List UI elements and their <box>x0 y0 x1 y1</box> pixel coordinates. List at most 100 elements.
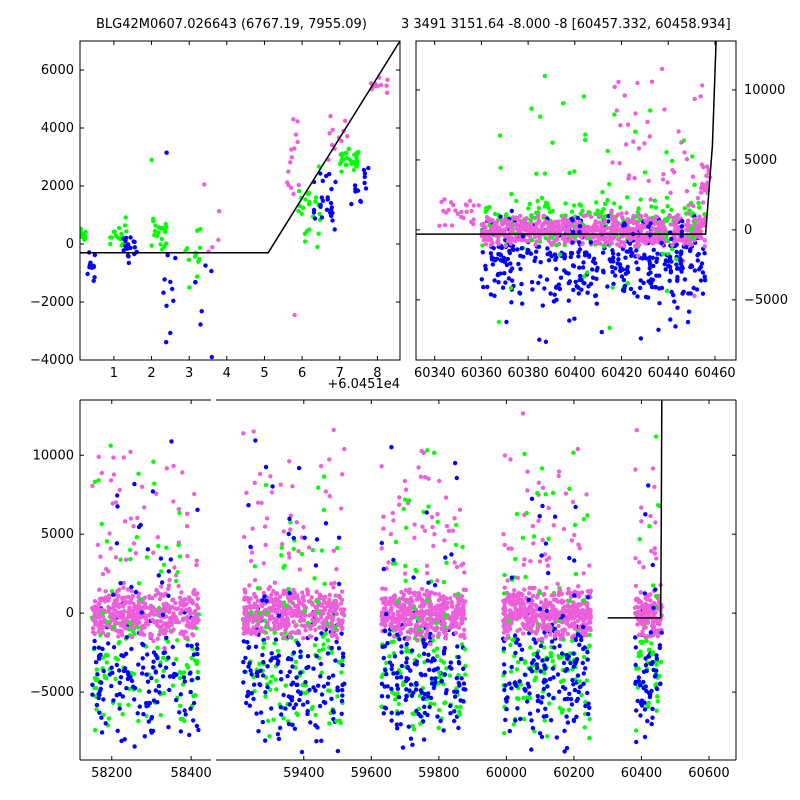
data-point <box>581 654 587 660</box>
data-point <box>261 645 266 650</box>
data-point <box>459 676 464 681</box>
data-point <box>531 652 536 657</box>
data-point <box>549 639 555 644</box>
data-point <box>572 522 578 528</box>
data-point <box>480 243 485 248</box>
data-point <box>514 216 520 221</box>
data-point <box>275 648 281 654</box>
data-point <box>416 465 421 470</box>
data-point <box>581 571 586 576</box>
data-point <box>570 677 575 683</box>
data-point <box>337 718 342 723</box>
data-point <box>537 590 543 596</box>
data-point <box>149 714 155 720</box>
data-point <box>250 604 256 609</box>
data-point <box>487 205 492 210</box>
data-point <box>269 651 274 656</box>
data-point <box>334 718 339 724</box>
data-point <box>251 429 256 434</box>
data-point <box>134 620 139 625</box>
data-point <box>195 605 201 611</box>
data-point <box>459 642 465 647</box>
data-point <box>185 618 190 624</box>
data-point <box>601 270 606 275</box>
data-point <box>271 717 276 722</box>
data-point <box>124 686 129 691</box>
data-point <box>264 610 269 615</box>
data-point <box>385 641 390 646</box>
data-point <box>564 745 570 751</box>
data-point <box>567 555 572 561</box>
data-point <box>565 720 571 725</box>
data-point <box>379 674 384 680</box>
data-point <box>268 474 273 479</box>
data-point <box>138 597 144 602</box>
data-point <box>301 594 306 599</box>
data-point <box>329 186 334 192</box>
data-point <box>330 631 335 636</box>
data-point <box>402 478 408 484</box>
data-point <box>502 687 507 693</box>
data-point <box>246 664 251 669</box>
data-point <box>166 593 171 598</box>
data-point <box>103 633 109 638</box>
data-point <box>341 654 346 660</box>
data-point <box>502 670 507 675</box>
data-point <box>263 464 269 470</box>
data-point <box>610 248 615 253</box>
data-point <box>381 566 386 572</box>
data-point <box>103 721 108 726</box>
data-point <box>690 174 696 179</box>
data-point <box>616 257 621 262</box>
data-point <box>520 411 526 416</box>
data-point <box>279 631 284 637</box>
data-point <box>576 254 581 259</box>
data-point <box>113 655 118 661</box>
data-point <box>632 176 637 181</box>
data-point <box>80 226 84 232</box>
data-point <box>571 605 576 610</box>
data-point <box>327 721 332 726</box>
data-point <box>700 291 706 296</box>
data-point <box>149 632 154 638</box>
data-point <box>614 225 619 230</box>
data-point <box>454 564 460 570</box>
data-point <box>654 653 659 658</box>
data-point <box>95 672 100 677</box>
data-point <box>508 608 513 613</box>
data-point <box>358 199 364 204</box>
data-point <box>437 478 442 484</box>
data-point <box>645 238 650 243</box>
data-point <box>430 524 435 530</box>
data-point <box>381 514 386 519</box>
data-point <box>241 680 246 685</box>
data-point <box>534 221 539 226</box>
data-point <box>181 603 186 608</box>
data-point <box>582 281 587 286</box>
data-point <box>96 645 102 650</box>
data-point <box>613 266 618 271</box>
data-point <box>609 264 615 270</box>
data-point <box>453 630 459 636</box>
data-point <box>414 569 419 574</box>
data-point <box>125 242 131 247</box>
data-point <box>429 590 434 595</box>
data-point <box>526 591 532 596</box>
data-point <box>567 230 572 235</box>
data-point <box>539 700 544 705</box>
data-point <box>573 234 578 239</box>
data-point <box>667 254 673 260</box>
data-point <box>121 668 127 674</box>
data-point <box>571 651 576 656</box>
data-point <box>403 487 409 492</box>
data-point <box>463 587 468 593</box>
data-point <box>132 697 137 702</box>
data-point <box>491 246 496 251</box>
data-point <box>332 625 338 630</box>
data-point <box>182 597 188 602</box>
data-point <box>308 626 313 631</box>
data-point <box>574 714 579 719</box>
data-point <box>567 170 572 176</box>
data-point <box>319 548 325 553</box>
data-point <box>389 640 394 645</box>
